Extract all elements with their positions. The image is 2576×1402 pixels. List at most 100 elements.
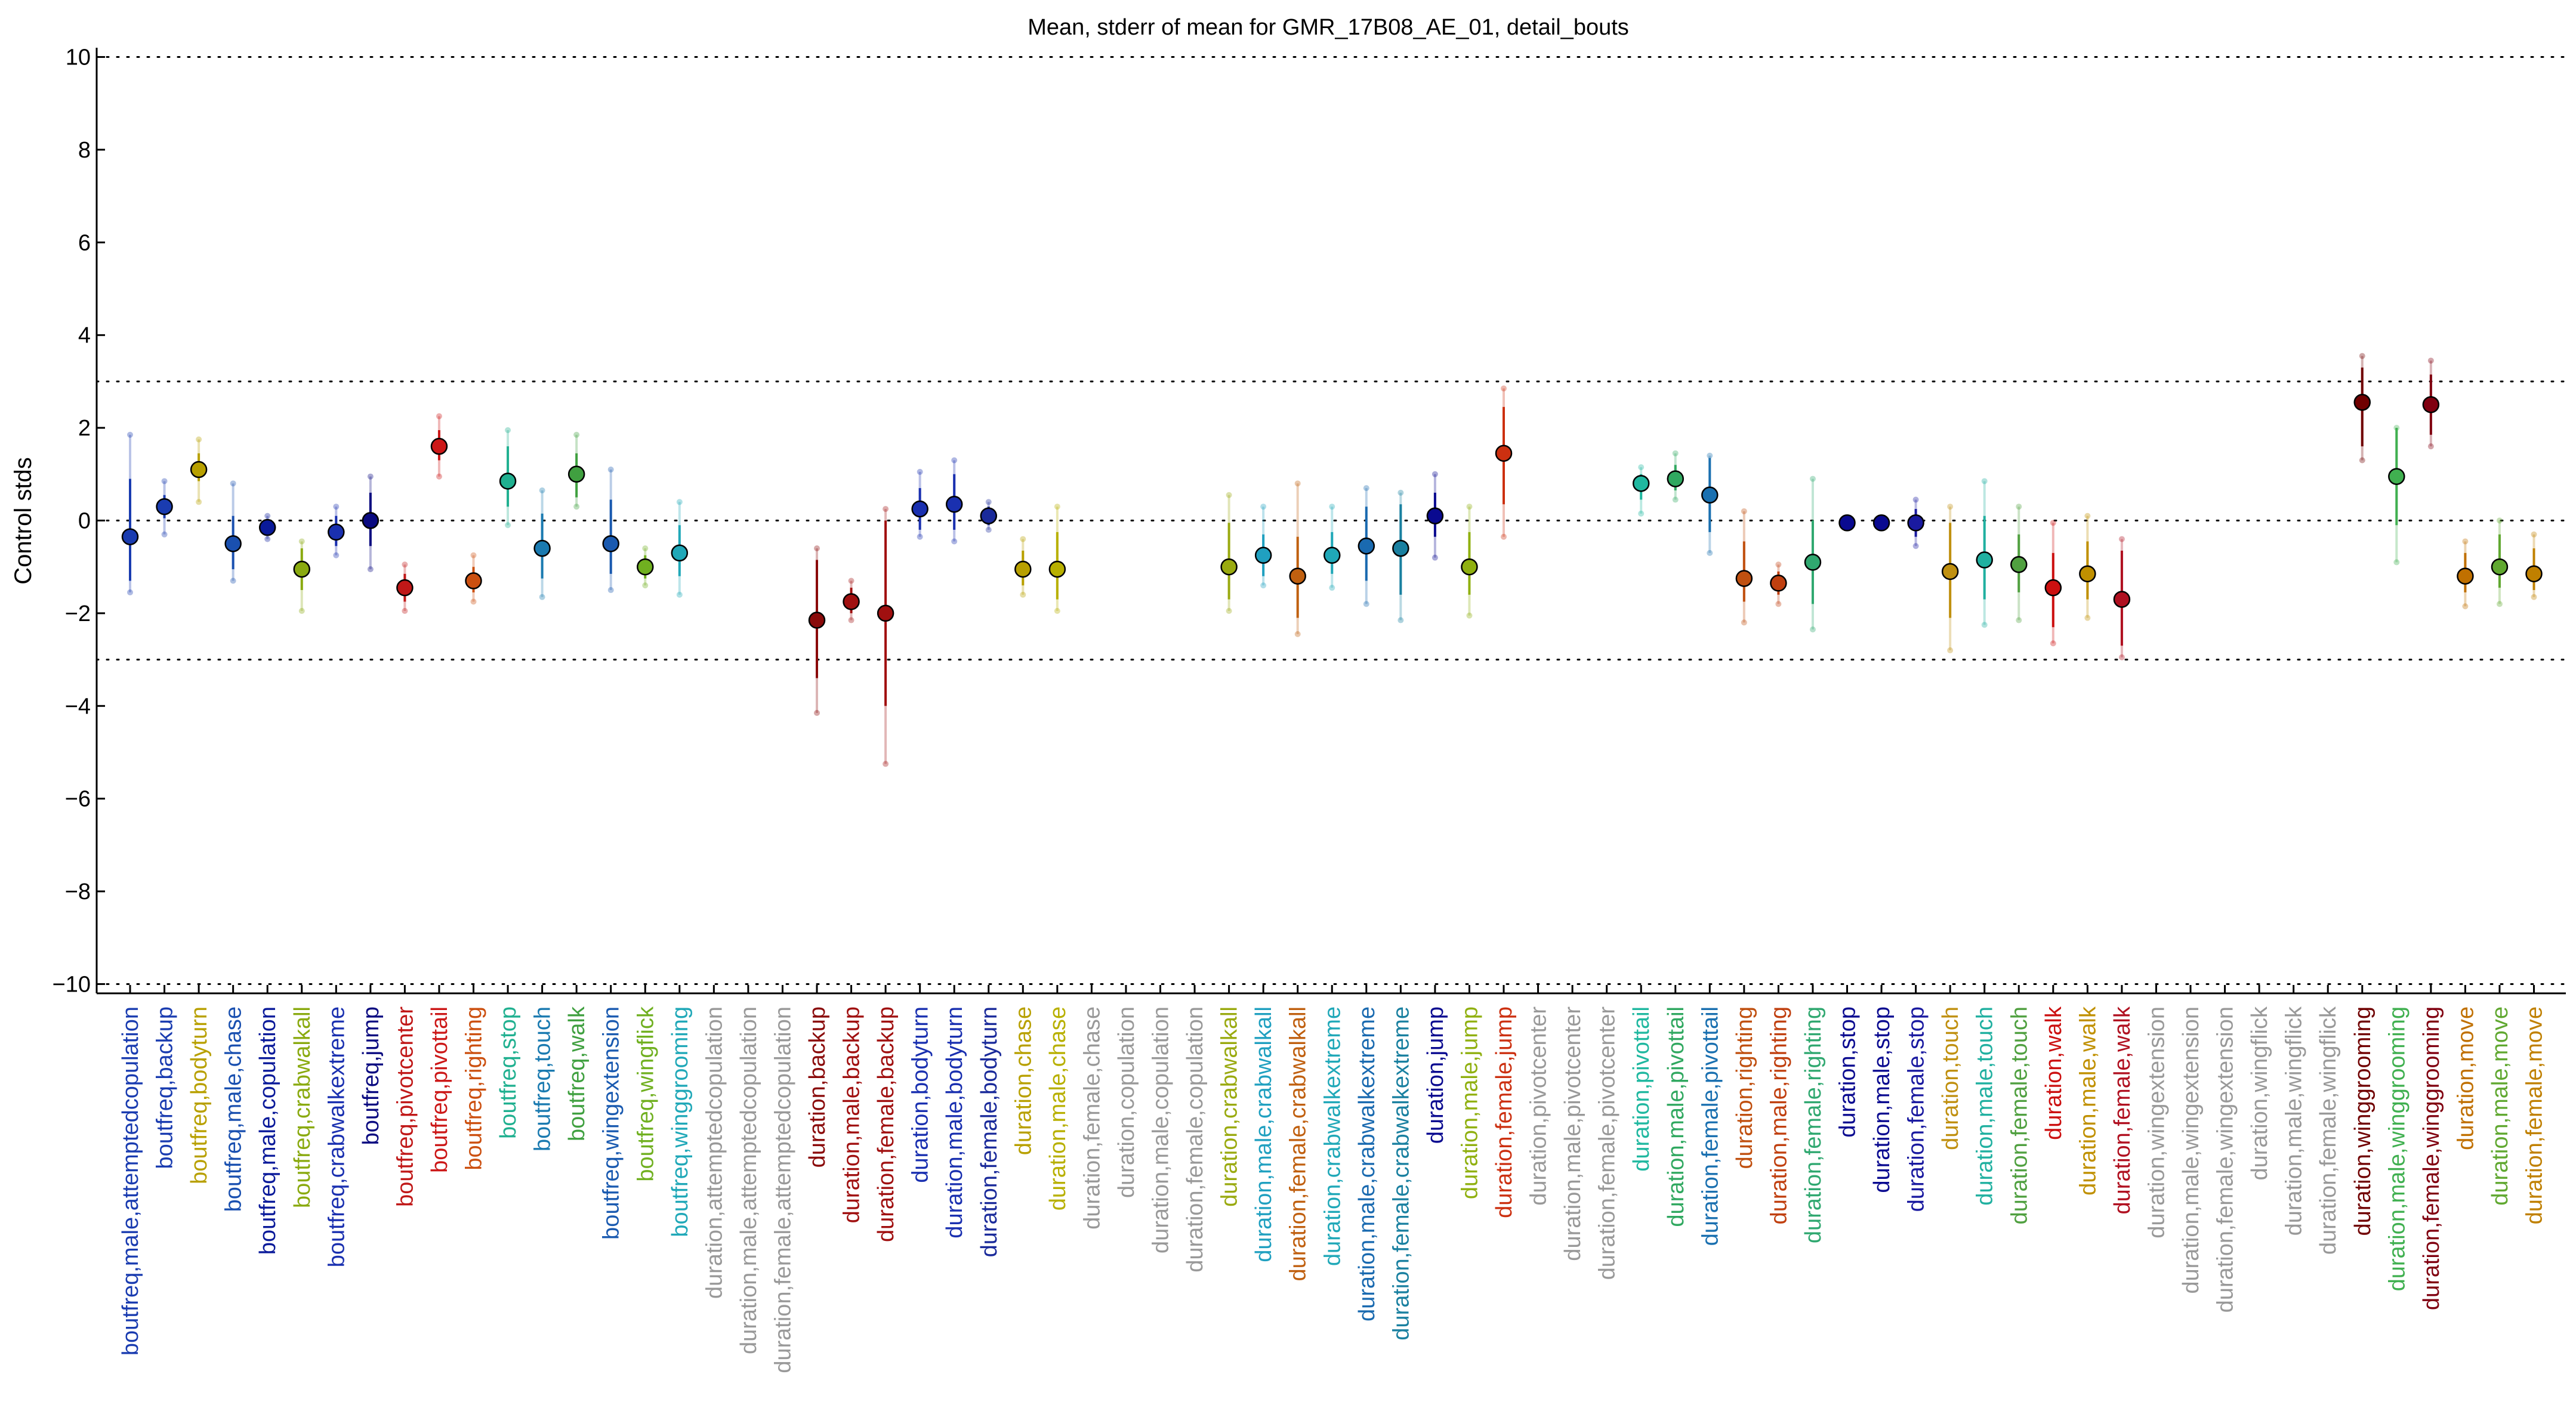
data-point-group [1254,504,1272,589]
error-bar-cap [676,499,683,505]
data-point-group [2388,425,2405,566]
data-point-group [156,478,173,538]
x-tick-label: duration,male,crabwalkextreme [1355,1006,1380,1321]
mean-marker [1014,560,1032,578]
error-bar-cap [1912,543,1919,549]
x-tick-label: duration,female,righting [1801,1006,1826,1243]
error-bar-cap [230,578,236,584]
mean-marker [1735,570,1753,587]
x-tick-label: duration,male,attemptedcopulation [736,1006,761,1354]
mean-marker [808,612,826,629]
error-bar-cap [814,709,820,716]
x-tick-label: duration,female,crabwalkextreme [1389,1006,1414,1341]
mean-marker [1254,546,1272,564]
mean-marker [1495,444,1513,462]
error-bar-cap [2016,504,2022,510]
error-bar-cap [607,587,614,594]
x-tick-label: duration,bodyturn [908,1006,933,1183]
mean-marker [2525,565,2543,583]
x-tick-label: duration,female,crabwalkall [1286,1006,1311,1281]
x-tick-label: duration,crabwalkall [1217,1006,1242,1207]
error-bar-cap [1775,601,1782,607]
error-bar-cap [883,506,889,512]
data-point-group [2353,353,2371,464]
error-bar-cap [1638,464,1645,471]
data-point-group [602,467,619,594]
error-bar-cap [367,473,374,480]
x-tick-label: duration,female,wingflick [2316,1006,2341,1255]
error-bar-cap [1054,504,1060,510]
data-point-group [1426,471,1444,561]
data-point-group [224,480,242,584]
error-bar-cap [264,536,271,542]
x-ticks [129,985,2535,993]
mean-marker [1392,539,1409,557]
data-point-group [843,578,860,623]
data-point-group [1804,475,1822,633]
x-tick-label: boutfreq,wingextension [599,1006,624,1240]
x-tick-label: boutfreq,bodyturn [187,1006,212,1184]
mean-marker [671,544,689,562]
error-bar-cap [848,617,854,623]
data-point-group [1358,485,1375,607]
x-tick-label: duration,wingextension [2144,1006,2169,1239]
error-bar-cap [1809,626,1816,633]
x-tick-label: duration,male,chase [1045,1006,1070,1210]
mean-marker [2353,394,2371,411]
data-point-group [362,473,380,573]
data-point-group [637,545,654,589]
error-bar-cap [298,608,305,614]
data-point-group [1495,385,1513,540]
x-tick-label: duration,male,bodyturn [942,1006,967,1239]
error-bar-cap [1466,504,1473,510]
data-point-group [2044,520,2062,647]
y-axis-label: Control stds [10,457,36,584]
mean-marker [1358,537,1375,555]
error-bar-cap [1226,608,1232,614]
x-tick-label: duration,wingflick [2247,1006,2272,1180]
x-tick-label: duration,male,walk [2075,1006,2100,1196]
mean-marker [465,572,482,589]
error-bar-cap [917,533,923,540]
mean-marker [396,579,414,597]
error-bar-cap [2050,520,2056,526]
error-bar-cap [1672,496,1679,503]
error-bar-cap [1809,475,1816,482]
mean-marker [362,512,380,529]
x-tick-label: boutfreq,pivottail [427,1006,452,1173]
data-point-group [1461,504,1478,619]
mean-marker [1701,486,1719,504]
x-tick-label: duration,male,pivotcenter [1560,1006,1585,1261]
x-tick-label: duration,female,attemptedcopulation [770,1006,795,1373]
y-tick-label: −8 [65,879,91,904]
error-bar-cap [1501,385,1507,392]
x-tick-label: duration,male,move [2488,1006,2513,1206]
error-bar-cap [1226,492,1232,498]
error-bar-cap [127,431,133,438]
data-point-group [1324,504,1341,591]
x-tick-label: duration,move [2453,1006,2478,1150]
mean-marker [1941,563,1959,580]
y-tick-label: 8 [78,138,91,163]
error-bar-cap [1294,480,1301,487]
mean-marker [293,560,310,578]
error-bar-cap [1020,591,1026,598]
error-bar-cap [505,522,511,529]
error-bar-cap [1260,504,1267,510]
error-bar-cap [1741,619,1747,626]
error-bar-cap [2462,538,2469,545]
x-tick-label: boutfreq,crabwalkextreme [324,1006,349,1267]
mean-marker [945,496,963,513]
data-point-group [1941,504,1959,654]
data-marks [121,353,2543,767]
error-bar-cap [2496,517,2503,524]
error-bar-cap [298,538,305,545]
error-bar-cap [1981,478,1988,484]
data-point-group [1667,450,1684,503]
x-tick-label: duration,female,jump [1492,1006,1517,1218]
error-bar-cap [1981,622,1988,628]
mean-marker [121,528,139,545]
y-tick-label: 6 [78,230,91,255]
x-tick-label: boutfreq,winggrooming [668,1006,693,1237]
error-bar-cap [1707,452,1713,459]
